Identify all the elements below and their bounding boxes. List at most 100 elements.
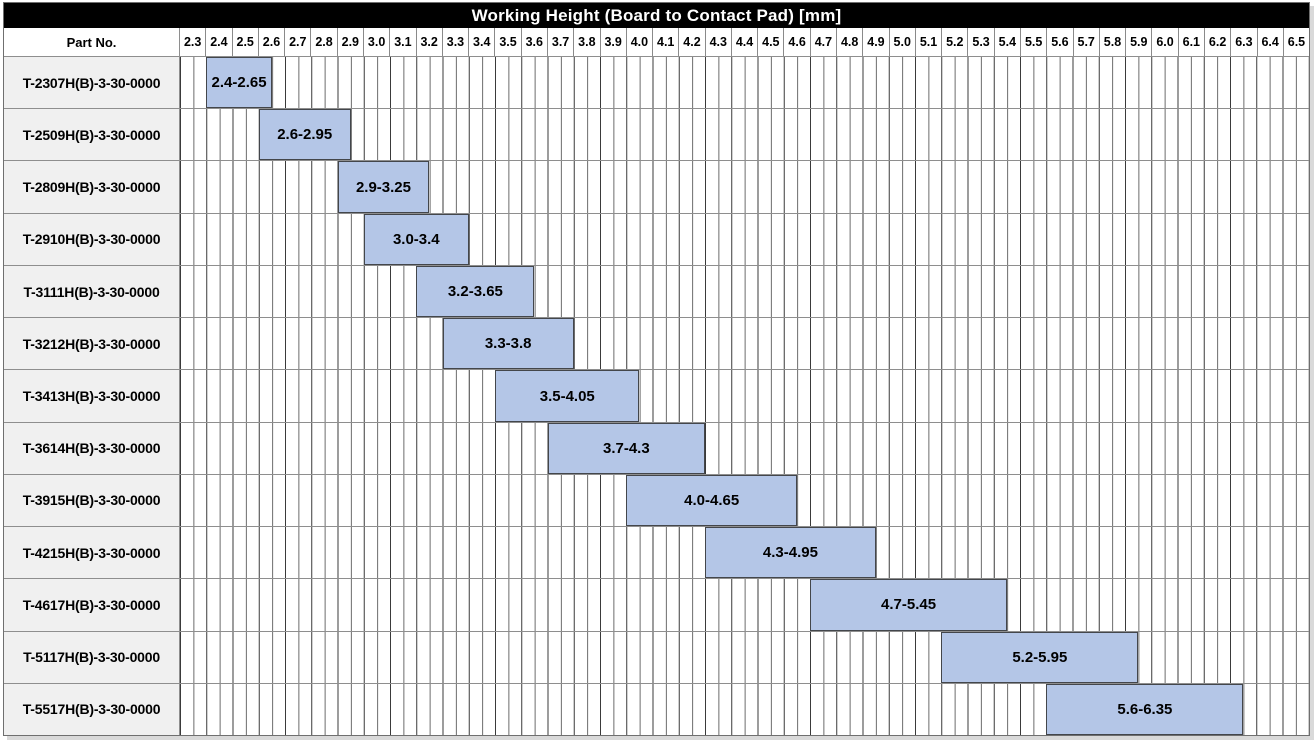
axis-tick-label: 3.9 — [601, 28, 627, 56]
range-bar: 3.0-3.4 — [363, 213, 469, 265]
range-bar: 3.7-4.3 — [547, 422, 706, 474]
axis-tick-label: 5.2 — [942, 28, 969, 56]
range-label: 2.4-2.65 — [211, 74, 267, 92]
chart-rows: T-2307H(B)-3-30-0000 2.4-2.65 T-2509H(B)… — [4, 57, 1309, 736]
axis-tick-label: 6.3 — [1231, 28, 1258, 56]
row-grid: 3.0-3.4 — [180, 213, 1309, 265]
range-label: 3.5-4.05 — [539, 387, 595, 405]
axis-tick-label: 4.8 — [837, 28, 864, 56]
range-label: 5.6-6.35 — [1117, 700, 1173, 718]
axis-tick-label: 6.2 — [1205, 28, 1232, 56]
working-height-range-chart: Working Height (Board to Contact Pad) [m… — [3, 2, 1310, 736]
table-row: T-5117H(B)-3-30-0000 5.2-5.95 — [4, 631, 1309, 684]
row-grid: 3.2-3.65 — [180, 265, 1309, 318]
part-no-cell: T-2307H(B)-3-30-0000 — [4, 57, 180, 109]
axis-tick-label: 3.8 — [574, 28, 601, 56]
axis-tick-label: 2.9 — [338, 28, 364, 56]
part-no-cell: T-2509H(B)-3-30-0000 — [4, 109, 180, 161]
range-label: 4.0-4.65 — [684, 491, 740, 509]
part-no-cell: T-3614H(B)-3-30-0000 — [4, 422, 180, 474]
axis-header-row: Part No. 2.3 2.4 2.5 2.6 2.7 2.8 2.9 3.0 3.1 3.2 3… — [4, 28, 1309, 57]
axis-tick-label: 6.5 — [1287, 35, 1306, 49]
row-grid: 2.4-2.65 — [180, 57, 1309, 109]
axis-tick-label: 3.7 — [548, 28, 575, 56]
axis-tick-label: 5.7 — [1074, 28, 1100, 56]
axis-tick-label: 4.7 — [811, 28, 838, 56]
part-no-cell: T-5517H(B)-3-30-0000 — [4, 683, 180, 736]
range-bar: 4.0-4.65 — [626, 474, 797, 527]
axis-tick-label: 5.0 — [890, 28, 916, 56]
part-no-cell: T-3915H(B)-3-30-0000 — [4, 474, 180, 527]
axis-tick-label: 4.3 — [706, 28, 732, 56]
row-grid: 4.7-5.45 — [180, 579, 1309, 631]
part-no-cell: T-5117H(B)-3-30-0000 — [4, 631, 180, 683]
range-label: 2.9-3.25 — [355, 178, 411, 196]
axis-tick-label: 6.1 — [1179, 28, 1205, 56]
part-no-cell: T-3413H(B)-3-30-0000 — [4, 370, 180, 422]
range-bar: 2.4-2.65 — [206, 57, 272, 109]
row-grid: 5.6-6.35 — [180, 683, 1309, 736]
range-label: 4.3-4.95 — [762, 544, 818, 562]
table-row: T-4215H(B)-3-30-0000 4.3-4.95 — [4, 527, 1309, 580]
part-no-cell: T-2910H(B)-3-30-0000 — [4, 213, 180, 265]
axis-tick-label: 4.1 — [653, 28, 680, 56]
range-label: 3.7-4.3 — [602, 439, 650, 457]
part-no-header-label: Part No. — [66, 34, 117, 50]
axis-tick-label: 4.6 — [784, 28, 811, 56]
table-row: T-3915H(B)-3-30-0000 4.0-4.65 — [4, 474, 1309, 528]
axis-tick-label: 5.8 — [1100, 28, 1127, 56]
axis-tick-label: 3.6 — [522, 28, 548, 56]
part-no-header-cell: Part No. — [4, 28, 180, 56]
range-bar: 4.7-5.45 — [810, 579, 1008, 631]
axis-tick-label: 2.8 — [311, 28, 338, 56]
table-row: T-2509H(B)-3-30-0000 2.6-2.95 — [4, 109, 1309, 162]
range-bar: 2.9-3.25 — [337, 161, 430, 213]
row-grid: 2.9-3.25 — [180, 161, 1309, 213]
range-bar: 3.5-4.05 — [495, 370, 640, 422]
table-row: T-2809H(B)-3-30-0000 2.9-3.25 — [4, 161, 1309, 214]
axis-tick-label: 2.5 — [233, 28, 259, 56]
range-label: 3.0-3.4 — [392, 230, 440, 248]
axis-tick-label: 6.4 — [1258, 28, 1284, 56]
part-no-cell: T-4617H(B)-3-30-0000 — [4, 579, 180, 631]
table-row: T-3111H(B)-3-30-0000 3.2-3.65 — [4, 265, 1309, 319]
range-label: 3.3-3.8 — [484, 335, 532, 353]
axis-tick-label: 5.4 — [995, 28, 1021, 56]
range-bar: 4.3-4.95 — [705, 527, 876, 579]
table-row: T-5517H(B)-3-30-0000 5.6-6.35 — [4, 683, 1309, 736]
range-label: 2.6-2.95 — [277, 126, 333, 144]
axis-tick-label: 3.0 — [364, 28, 391, 56]
part-no-cell: T-2809H(B)-3-30-0000 — [4, 161, 180, 213]
row-grid: 2.6-2.95 — [180, 109, 1309, 161]
range-bar: 3.3-3.8 — [442, 318, 574, 370]
axis-tick-label: 2.7 — [285, 28, 312, 56]
axis-tick-label: 5.3 — [968, 28, 995, 56]
range-label: 5.2-5.95 — [1012, 648, 1068, 666]
range-label: 3.2-3.65 — [447, 283, 503, 301]
axis-tick-label: 2.6 — [259, 28, 286, 56]
range-label: 4.7-5.45 — [881, 596, 937, 614]
row-grid: 4.0-4.65 — [180, 474, 1309, 527]
row-grid: 3.3-3.8 — [180, 318, 1309, 370]
axis-tick-label: 3.1 — [390, 28, 417, 56]
chart-title: Working Height (Board to Contact Pad) [m… — [4, 3, 1309, 28]
range-bar: 3.2-3.65 — [416, 265, 535, 318]
table-row: T-3413H(B)-3-30-0000 3.5-4.05 — [4, 370, 1309, 423]
table-row: T-2910H(B)-3-30-0000 3.0-3.4 — [4, 213, 1309, 266]
axis-tick-label: 5.1 — [916, 28, 943, 56]
axis-tick-label: 3.5 — [495, 28, 522, 56]
axis-tick-label: 5.6 — [1047, 28, 1074, 56]
axis-tick-label: 4.2 — [679, 28, 706, 56]
axis-tick-label: 3.4 — [469, 28, 496, 56]
part-no-cell: T-4215H(B)-3-30-0000 — [4, 527, 180, 579]
table-row: T-4617H(B)-3-30-0000 4.7-5.45 — [4, 579, 1309, 632]
range-bar: 5.2-5.95 — [941, 631, 1139, 683]
x-axis-ticks: 2.3 2.4 2.5 2.6 2.7 2.8 2.9 3.0 3.1 3.2 3.3 3.4 3.5 3… — [180, 28, 1309, 56]
row-grid: 3.7-4.3 — [180, 422, 1309, 474]
axis-tick-label: 4.0 — [627, 28, 654, 56]
axis-tick-label: 5.5 — [1021, 28, 1048, 56]
range-bar: 5.6-6.35 — [1046, 683, 1244, 736]
axis-tick-label: 4.9 — [863, 28, 890, 56]
row-grid: 4.3-4.95 — [180, 527, 1309, 579]
axis-tick-label: 6.0 — [1152, 28, 1179, 56]
